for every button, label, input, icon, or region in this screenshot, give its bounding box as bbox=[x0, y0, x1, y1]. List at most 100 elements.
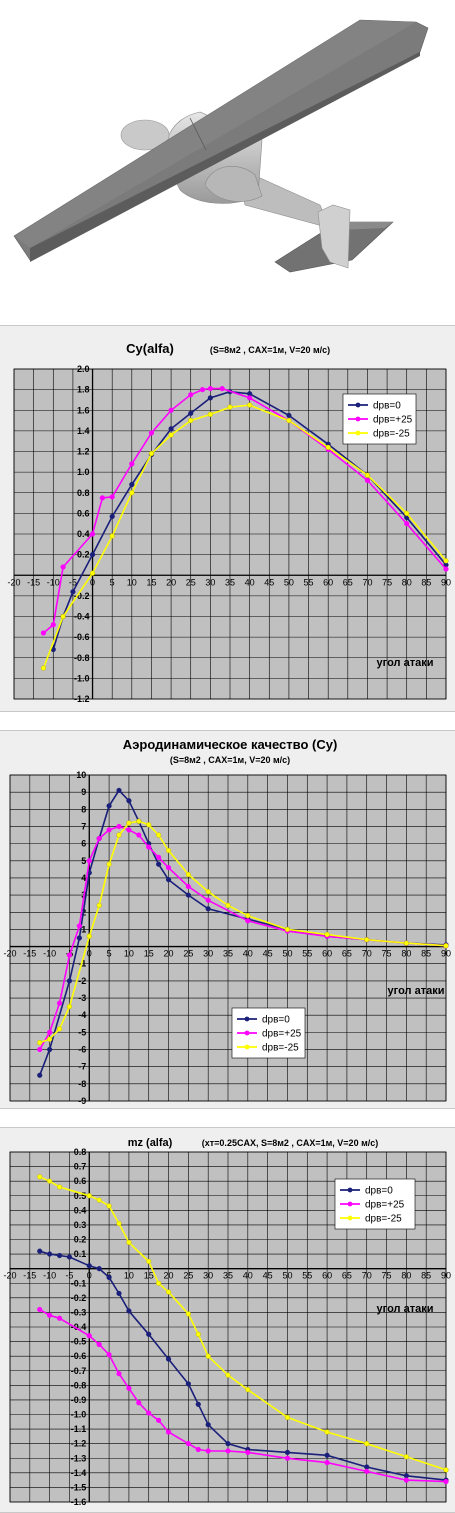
series-point-1 bbox=[106, 827, 112, 833]
y-tick-label: -6 bbox=[78, 1045, 86, 1055]
series-point-1 bbox=[96, 1341, 102, 1348]
series-point-1 bbox=[225, 1448, 231, 1454]
x-tick-label: 10 bbox=[124, 949, 134, 959]
series-point-1 bbox=[443, 566, 449, 572]
series-point-1 bbox=[99, 495, 105, 501]
series-point-2 bbox=[86, 933, 92, 939]
series-point-0 bbox=[185, 892, 191, 898]
series-point-2 bbox=[60, 613, 66, 620]
x-axis-label: угол атаки bbox=[388, 985, 445, 997]
x-tick-label: 75 bbox=[382, 577, 392, 587]
series-point-2 bbox=[325, 444, 331, 450]
series-point-1 bbox=[205, 897, 211, 903]
x-tick-label: 75 bbox=[382, 949, 392, 959]
series-point-0 bbox=[185, 1381, 191, 1387]
x-tick-label: 15 bbox=[144, 1271, 154, 1281]
series-point-1 bbox=[364, 477, 371, 483]
y-tick-label: 0.6 bbox=[74, 1176, 87, 1186]
series-point-1 bbox=[76, 923, 82, 929]
chart-panel-quality: Аэродинамическое качество (Cy) (S=8м2 , … bbox=[0, 730, 455, 1109]
series-point-1 bbox=[50, 622, 56, 628]
series-point-2 bbox=[156, 832, 162, 838]
series-point-2 bbox=[205, 889, 211, 895]
x-tick-label: 30 bbox=[203, 949, 213, 959]
series-point-1 bbox=[126, 1385, 132, 1391]
series-point-2 bbox=[324, 1429, 330, 1435]
series-point-1 bbox=[126, 827, 132, 833]
series-point-0 bbox=[89, 552, 96, 558]
y-tick-label: -0.4 bbox=[71, 1322, 87, 1332]
series-point-2 bbox=[106, 1203, 112, 1209]
series-point-1 bbox=[168, 407, 174, 413]
series-point-1 bbox=[136, 832, 142, 838]
x-tick-label: 30 bbox=[203, 1271, 213, 1281]
y-tick-label: 0.5 bbox=[74, 1191, 87, 1201]
series-point-2 bbox=[136, 818, 142, 824]
x-tick-label: 45 bbox=[263, 949, 273, 959]
series-point-0 bbox=[106, 1274, 112, 1281]
series-point-0 bbox=[205, 906, 211, 912]
x-tick-label: 80 bbox=[402, 577, 412, 587]
series-point-0 bbox=[168, 426, 174, 432]
x-tick-label: 85 bbox=[421, 1271, 431, 1281]
y-tick-label: -1.2 bbox=[71, 1439, 87, 1449]
series-point-1 bbox=[47, 1312, 53, 1318]
series-point-2 bbox=[126, 820, 132, 826]
x-tick-label: 85 bbox=[421, 577, 431, 587]
y-tick-label: 7 bbox=[81, 821, 86, 831]
series-point-2 bbox=[165, 1289, 172, 1295]
y-tick-label: 0.6 bbox=[77, 508, 90, 518]
legend-label: dpв=+25 bbox=[373, 415, 413, 426]
series-point-0 bbox=[156, 861, 162, 867]
x-axis-label: угол атаки bbox=[377, 1303, 434, 1315]
series-point-1 bbox=[403, 1477, 409, 1483]
x-tick-label: 20 bbox=[164, 1271, 174, 1281]
y-tick-label: -1.0 bbox=[71, 1410, 87, 1420]
x-tick-label: 75 bbox=[382, 1271, 392, 1281]
y-tick-label: 0.2 bbox=[77, 550, 90, 560]
series-point-0 bbox=[284, 1449, 291, 1456]
y-tick-label: 1.2 bbox=[77, 447, 90, 457]
legend-marker bbox=[244, 1016, 250, 1022]
x-tick-label: 55 bbox=[304, 577, 314, 587]
series-point-2 bbox=[89, 570, 96, 576]
series-point-2 bbox=[56, 1026, 63, 1032]
series-point-1 bbox=[109, 494, 115, 500]
series-point-2 bbox=[404, 510, 410, 516]
series-point-2 bbox=[148, 450, 155, 457]
legend-label: dpв=+25 bbox=[262, 1029, 302, 1040]
series-point-2 bbox=[146, 1258, 152, 1264]
x-tick-label: 65 bbox=[342, 1271, 352, 1281]
series-point-2 bbox=[227, 404, 233, 410]
y-tick-label: -0.8 bbox=[71, 1380, 87, 1390]
series-point-2 bbox=[165, 847, 172, 854]
x-tick-label: 10 bbox=[124, 1271, 134, 1281]
x-tick-label: -15 bbox=[23, 949, 36, 959]
series-point-0 bbox=[47, 1046, 53, 1053]
series-point-1 bbox=[37, 1046, 43, 1053]
series-point-2 bbox=[443, 558, 449, 564]
x-tick-label: 60 bbox=[322, 1271, 332, 1281]
series-point-1 bbox=[116, 823, 122, 830]
series-point-1 bbox=[106, 1352, 112, 1358]
series-point-0 bbox=[56, 1252, 63, 1259]
series-point-1 bbox=[89, 531, 96, 537]
series-point-1 bbox=[96, 835, 102, 842]
chart-cy: Cy(alfa) (S=8м2 , CAX=1м, V=20 м/с) -20-… bbox=[7, 341, 451, 704]
series-point-0 bbox=[96, 1266, 102, 1272]
series-point-0 bbox=[126, 1308, 132, 1314]
series-point-0 bbox=[165, 1356, 172, 1362]
x-tick-label: -10 bbox=[47, 577, 60, 587]
y-tick-label: -0.1 bbox=[71, 1278, 87, 1288]
series-point-0 bbox=[86, 1263, 92, 1269]
y-tick-label: 10 bbox=[76, 770, 86, 780]
airplane-model-image bbox=[13, 19, 429, 273]
x-tick-label: 50 bbox=[282, 1271, 292, 1281]
series-point-0 bbox=[70, 589, 76, 595]
chart-mz: mz (alfa) (xт=0.25CAX, S=8м2 , CAX=1м, V… bbox=[3, 1137, 451, 1507]
x-tick-label: 50 bbox=[284, 577, 294, 587]
legend-marker bbox=[347, 1187, 353, 1193]
series-point-2 bbox=[364, 1441, 370, 1447]
legend-marker bbox=[347, 1215, 353, 1221]
series-point-1 bbox=[284, 1455, 291, 1461]
